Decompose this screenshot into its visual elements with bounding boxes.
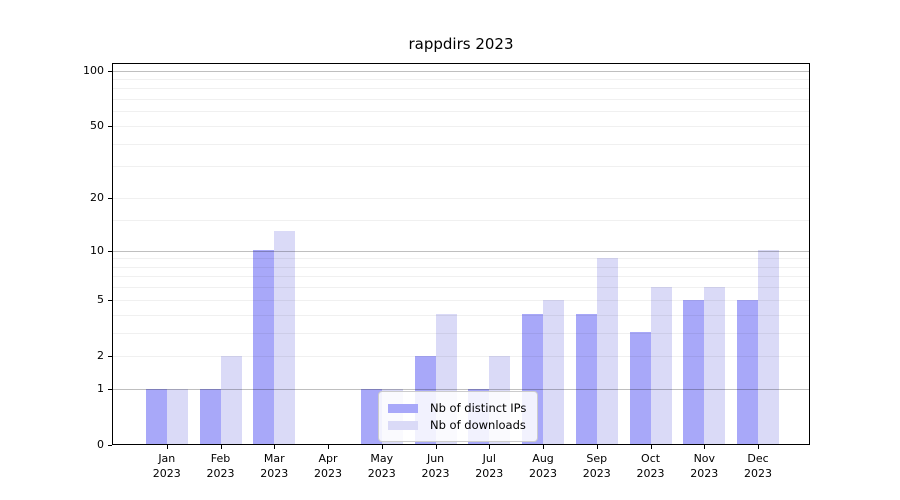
bar-ips-may [360,388,382,445]
y-tick-label: 5 [97,292,104,306]
y-tick-mark [108,356,112,358]
y-tick-mark [108,250,112,252]
bar-ips-feb [199,388,221,445]
bar-downloads-mar [274,230,296,445]
x-tick-mark [543,445,545,449]
y-tick-label: 50 [90,119,104,133]
bar-ips-dec [737,299,759,445]
gridline-minor [112,166,810,168]
x-tick-label-jan: Jan 2023 [152,452,181,480]
legend-swatch [388,420,418,430]
x-tick-label-nov: Nov 2023 [690,452,719,480]
gridline-minor [112,88,810,90]
gridline-minor [112,332,810,334]
y-tick-label: 1 [97,382,104,396]
x-tick-mark [274,445,276,449]
x-tick-mark [166,445,168,449]
y-tick-label: 10 [90,243,104,257]
bar-ips-oct [629,332,651,445]
gridline-minor [112,299,810,301]
gridline-minor [112,220,810,222]
bar-downloads-aug [543,299,565,445]
x-tick-mark [650,445,652,449]
chart-title: rappdirs 2023 [408,35,514,53]
y-tick-mark [108,445,112,447]
y-tick-mark [108,70,112,72]
legend-row: Nb of distinct IPs [388,401,526,415]
x-tick-label-oct: Oct 2023 [636,452,665,480]
x-tick-label-jul: Jul 2023 [475,452,504,480]
gridline-major [112,70,810,72]
x-tick-mark [328,445,330,449]
x-tick-mark [704,445,706,449]
gridline-minor [112,126,810,128]
y-tick-label: 100 [83,63,104,77]
x-tick-label-apr: Apr 2023 [314,452,343,480]
bar-downloads-feb [220,355,242,445]
gridline-minor [112,276,810,278]
x-tick-label-may: May 2023 [367,452,396,480]
axis-spine-right [809,63,810,445]
bar-ips-nov [683,299,705,445]
legend-label: Nb of downloads [430,418,526,432]
gridline-minor [112,258,810,260]
legend: Nb of distinct IPs Nb of downloads [378,391,539,442]
legend-swatch [388,403,418,413]
x-tick-label-feb: Feb 2023 [206,452,235,480]
x-tick-label-dec: Dec 2023 [744,452,773,480]
gridline-minor [112,266,810,268]
bar-ips-jan [145,388,167,445]
axis-spine-left [112,63,113,445]
x-tick-mark [489,445,491,449]
y-tick-mark [108,389,112,391]
bar-ips-mar [253,250,275,445]
y-tick-mark [108,299,112,301]
gridline-minor [112,198,810,200]
gridline-minor [112,314,810,316]
gridline-minor [112,99,810,101]
gridline-major [112,250,810,252]
y-tick-label: 0 [97,438,104,452]
x-tick-mark [596,445,598,449]
gridline-minor [112,79,810,81]
x-tick-mark [758,445,760,449]
x-tick-mark [381,445,383,449]
gridline-minor [112,143,810,145]
gridline-minor [112,287,810,289]
y-tick-label: 2 [97,349,104,363]
bar-downloads-nov [704,287,726,445]
bar-downloads-oct [650,287,672,445]
y-tick-mark [108,198,112,200]
x-tick-label-sep: Sep 2023 [582,452,611,480]
legend-label: Nb of distinct IPs [430,401,527,415]
bar-ips-sep [575,314,597,445]
plot-area [112,63,810,445]
bar-downloads-sep [596,258,618,445]
gridline-minor [112,356,810,358]
gridline-minor [112,111,810,113]
gridline-major [112,389,810,391]
y-tick-label: 20 [90,191,104,205]
x-tick-label-mar: Mar 2023 [260,452,289,480]
legend-row: Nb of downloads [388,418,526,432]
bar-downloads-dec [758,250,780,445]
x-tick-label-jun: Jun 2023 [421,452,450,480]
bar-downloads-jan [166,388,188,445]
x-tick-label-aug: Aug 2023 [529,452,558,480]
axis-spine-top [112,63,810,64]
axis-spine-bottom [112,444,810,445]
x-tick-mark [220,445,222,449]
y-tick-mark [108,126,112,128]
x-tick-mark [435,445,437,449]
